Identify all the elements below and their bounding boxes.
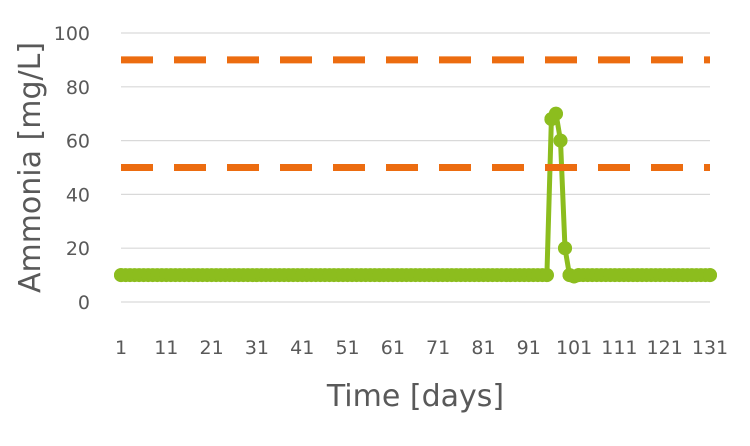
y-axis-title: Ammonia [mg/L] (13, 42, 48, 293)
x-tick-label: 11 (154, 337, 178, 359)
series-group (114, 56, 717, 284)
x-tick-label: 61 (381, 337, 405, 359)
gridlines (121, 32, 710, 303)
x-tick-label: 101 (556, 337, 592, 359)
y-tick-label: 60 (66, 131, 90, 153)
y-tick-labels: 0 20 40 60 80 100 (54, 23, 90, 314)
y-tick-label: 100 (54, 23, 90, 45)
data-point (548, 106, 563, 121)
data-point (114, 268, 128, 283)
x-tick-label: 51 (335, 337, 359, 359)
data-point (703, 268, 717, 283)
x-tick-label: 111 (601, 337, 637, 359)
x-tick-label: 121 (647, 337, 683, 359)
x-tick-label: 91 (517, 337, 541, 359)
series-0 (114, 106, 717, 284)
x-tick-label: 21 (200, 337, 224, 359)
x-tick-label: 41 (290, 337, 314, 359)
data-point (558, 241, 573, 256)
x-tick-label: 31 (245, 337, 269, 359)
x-tick-labels: 1 11 21 31 41 51 61 71 81 91 101 111 121 131 (115, 337, 728, 359)
x-tick-label: 131 (692, 337, 728, 359)
data-point (571, 268, 586, 283)
y-tick-label: 0 (78, 292, 90, 314)
series-line (121, 111, 710, 279)
y-tick-label: 40 (66, 184, 90, 206)
data-point (553, 133, 568, 148)
x-tick-label: 81 (471, 337, 495, 359)
y-tick-label: 20 (66, 238, 90, 260)
x-tick-label: 71 (426, 337, 450, 359)
x-axis-title: Time [days] (326, 379, 504, 414)
data-point (539, 268, 554, 283)
y-tick-label: 80 (66, 77, 90, 99)
x-tick-label: 1 (115, 337, 127, 359)
